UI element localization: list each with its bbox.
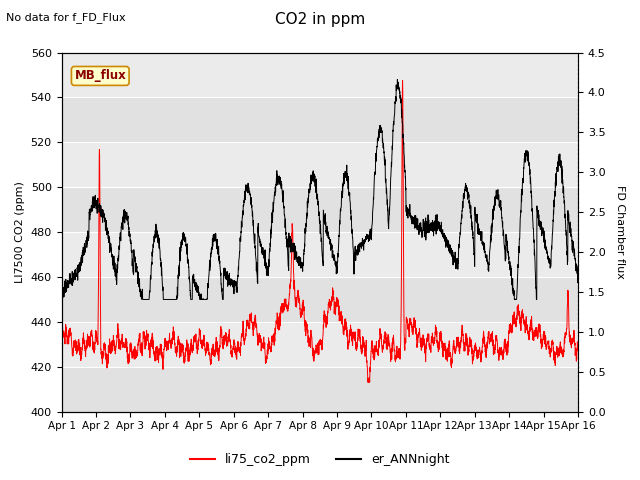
Text: CO2 in ppm: CO2 in ppm	[275, 12, 365, 27]
Y-axis label: LI7500 CO2 (ppm): LI7500 CO2 (ppm)	[15, 181, 25, 283]
Text: MB_flux: MB_flux	[74, 70, 126, 83]
Bar	[61, 367, 578, 412]
Bar	[61, 187, 578, 232]
Y-axis label: FD Chamber flux: FD Chamber flux	[615, 185, 625, 279]
Bar	[61, 277, 578, 322]
Text: No data for f_FD_Flux: No data for f_FD_Flux	[6, 12, 126, 23]
Bar	[61, 97, 578, 143]
Legend: li75_co2_ppm, er_ANNnight: li75_co2_ppm, er_ANNnight	[186, 448, 454, 471]
